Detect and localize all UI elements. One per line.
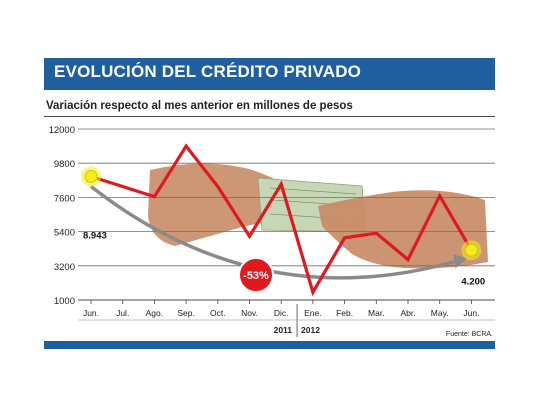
hands-exchanging-money-photo: [148, 163, 488, 269]
chart-title: EVOLUCIÓN DEL CRÉDITO PRIVADO: [54, 62, 362, 81]
y-tick-label: 9800: [54, 159, 75, 170]
subtitle-divider: [44, 116, 495, 117]
data-point: [311, 290, 315, 294]
data-point: [279, 182, 283, 186]
data-point: [152, 195, 156, 199]
data-point: [406, 257, 410, 262]
x-tick-label: Jun.: [463, 308, 479, 318]
x-tick-label: Nov.: [241, 308, 258, 318]
year-label: 2011: [274, 325, 293, 335]
data-point: [216, 184, 220, 189]
x-tick-label: Oct.: [210, 308, 226, 318]
x-tick-label: Feb.: [336, 308, 353, 318]
right-hand-shape: [318, 190, 488, 269]
x-tick-label: Jul.: [116, 308, 129, 318]
year-label: 2012: [301, 325, 320, 335]
x-tick-label: Ene.: [304, 308, 322, 318]
x-tick-label: Sep.: [177, 308, 195, 318]
x-tick-label: Jun.: [83, 308, 99, 318]
end-marker: [464, 243, 478, 257]
start-marker: [84, 170, 98, 184]
x-tick-label: Mar.: [368, 308, 385, 318]
end-value-label: 4.200: [461, 276, 485, 287]
y-tick-label: 5400: [54, 228, 75, 239]
data-point: [121, 184, 125, 189]
y-tick-label: 7600: [54, 193, 75, 204]
left-hand-shape: [148, 163, 292, 246]
x-tick-label: Abr.: [400, 308, 415, 318]
start-value-label: 8.943: [83, 231, 107, 242]
x-tick-label: May.: [431, 308, 449, 318]
x-tick-label: Ago.: [146, 308, 164, 318]
change-badge-label: -53%: [243, 270, 269, 282]
y-tick-label: 3200: [54, 262, 75, 273]
data-point: [343, 236, 347, 240]
data-point: [247, 234, 252, 238]
x-tick-label: Dic.: [274, 308, 289, 318]
trend-arrowhead: [453, 254, 468, 269]
footer-bar: [44, 341, 495, 349]
data-point: [438, 194, 442, 198]
header-bar: [44, 58, 495, 90]
source-note: Fuente: BCRA.: [445, 331, 493, 338]
y-tick-label: 1000: [54, 296, 75, 307]
change-badge: [238, 257, 274, 293]
data-point: [184, 144, 188, 148]
data-point: [374, 231, 378, 235]
y-tick-label: 12000: [49, 125, 75, 136]
chart-subtitle: Variación respecto al mes anterior en mi…: [46, 100, 353, 112]
